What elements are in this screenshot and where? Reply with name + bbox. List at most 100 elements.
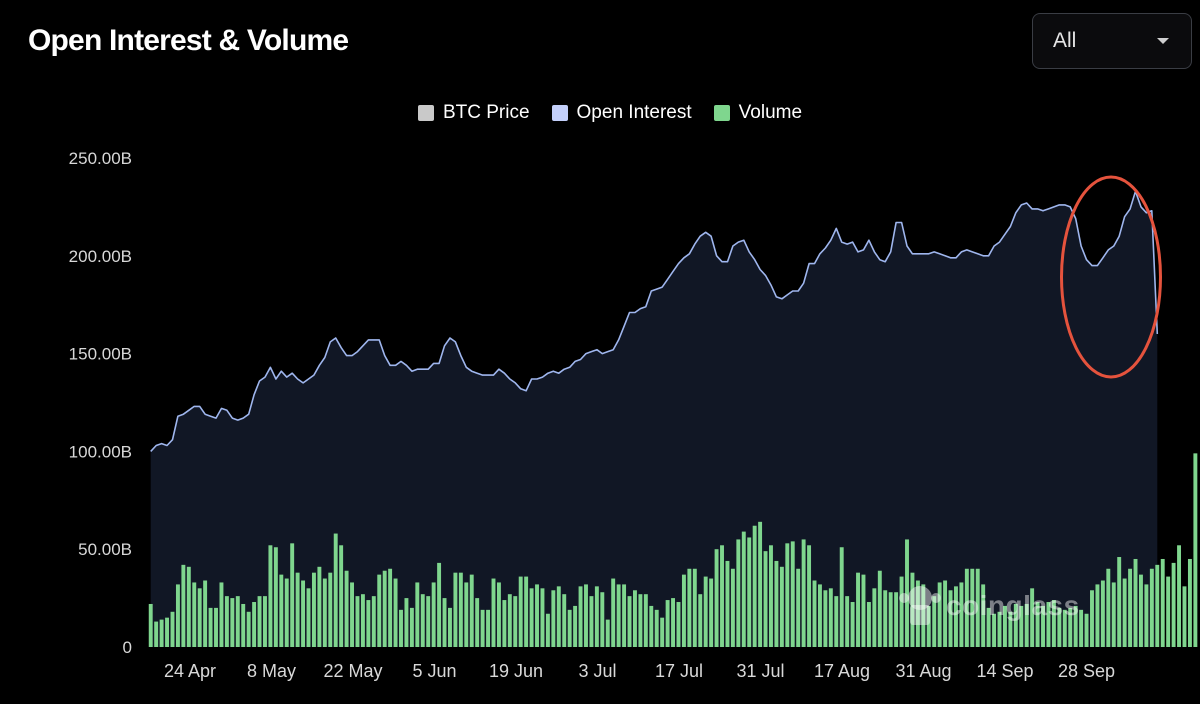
volume-bar[interactable]: [1166, 576, 1171, 647]
volume-bar[interactable]: [219, 582, 224, 647]
volume-bar[interactable]: [197, 588, 202, 647]
volume-bar[interactable]: [496, 582, 501, 647]
volume-bar[interactable]: [578, 586, 583, 647]
volume-bar[interactable]: [817, 584, 822, 647]
volume-bar[interactable]: [1068, 607, 1073, 647]
volume-bar[interactable]: [687, 568, 692, 647]
volume-bar[interactable]: [1133, 558, 1138, 647]
legend-item-open-interest[interactable]: Open Interest: [551, 102, 692, 124]
volume-bar[interactable]: [464, 582, 469, 647]
volume-bar[interactable]: [339, 545, 344, 647]
volume-bar[interactable]: [181, 564, 186, 647]
volume-bar[interactable]: [1073, 605, 1078, 647]
volume-bar[interactable]: [856, 572, 860, 647]
volume-bar[interactable]: [758, 521, 763, 647]
volume-bar[interactable]: [611, 578, 616, 647]
volume-bar[interactable]: [899, 576, 904, 647]
volume-bar[interactable]: [1144, 584, 1149, 647]
volume-bar[interactable]: [306, 588, 311, 647]
volume-bar[interactable]: [159, 619, 164, 647]
volume-bar[interactable]: [915, 580, 920, 648]
volume-bar[interactable]: [208, 607, 213, 647]
volume-bar[interactable]: [399, 609, 403, 647]
volume-bar[interactable]: [448, 607, 452, 647]
volume-bar[interactable]: [643, 594, 648, 647]
volume-bar[interactable]: [518, 576, 523, 647]
volume-bar[interactable]: [545, 613, 550, 647]
volume-bar[interactable]: [273, 547, 278, 647]
volume-bar[interactable]: [763, 551, 768, 647]
volume-bar[interactable]: [801, 539, 806, 647]
volume-bar[interactable]: [622, 584, 627, 647]
volume-bar[interactable]: [442, 598, 447, 647]
volume-bar[interactable]: [529, 588, 534, 647]
volume-bar[interactable]: [556, 586, 561, 647]
volume-bar[interactable]: [186, 566, 191, 647]
volume-bar[interactable]: [997, 611, 1002, 647]
volume-bar[interactable]: [926, 605, 931, 647]
volume-bar[interactable]: [257, 596, 262, 647]
volume-bar[interactable]: [252, 602, 257, 647]
volume-bar[interactable]: [175, 584, 180, 647]
volume-bar[interactable]: [388, 568, 393, 647]
volume-bar[interactable]: [420, 594, 425, 647]
volume-bar[interactable]: [948, 590, 953, 647]
volume-bar[interactable]: [1062, 609, 1067, 647]
volume-bar[interactable]: [377, 574, 382, 647]
volume-bar[interactable]: [203, 580, 208, 648]
volume-bar[interactable]: [779, 566, 784, 647]
volume-bar[interactable]: [1008, 611, 1013, 647]
volume-bar[interactable]: [1139, 574, 1143, 647]
volume-bar[interactable]: [774, 560, 779, 647]
volume-bar[interactable]: [371, 596, 376, 647]
volume-bar[interactable]: [1117, 557, 1122, 647]
volume-bar[interactable]: [1106, 568, 1111, 647]
volume-bar[interactable]: [660, 617, 665, 647]
volume-bar[interactable]: [937, 582, 942, 647]
volume-bar[interactable]: [676, 602, 681, 647]
volume-bar[interactable]: [828, 588, 833, 647]
volume-bar[interactable]: [246, 611, 251, 647]
volume-bar[interactable]: [491, 578, 496, 647]
volume-bar[interactable]: [409, 607, 414, 647]
volume-bar[interactable]: [404, 598, 409, 647]
volume-bar[interactable]: [845, 596, 850, 647]
volume-bar[interactable]: [1030, 588, 1035, 647]
volume-bar[interactable]: [1090, 590, 1094, 647]
volume-bar[interactable]: [605, 619, 610, 647]
range-select[interactable]: All: [1032, 13, 1192, 69]
volume-bar[interactable]: [502, 600, 507, 647]
volume-bar[interactable]: [671, 598, 675, 647]
volume-bar[interactable]: [877, 570, 882, 647]
volume-bar[interactable]: [1095, 584, 1100, 647]
volume-bar[interactable]: [328, 572, 333, 647]
volume-bar[interactable]: [562, 594, 567, 647]
volume-bar[interactable]: [703, 576, 708, 647]
volume-bar[interactable]: [872, 588, 877, 647]
volume-bar[interactable]: [437, 562, 442, 647]
volume-bar[interactable]: [268, 545, 273, 647]
volume-bar[interactable]: [317, 566, 322, 647]
volume-bar[interactable]: [725, 560, 730, 647]
volume-bar[interactable]: [1035, 602, 1040, 647]
volume-bar[interactable]: [964, 568, 969, 647]
volume-bar[interactable]: [736, 539, 741, 647]
volume-bar[interactable]: [1002, 605, 1007, 647]
volume-bar[interactable]: [959, 582, 964, 647]
volume-bar[interactable]: [355, 596, 360, 647]
volume-bar[interactable]: [747, 537, 752, 647]
volume-bar[interactable]: [1177, 545, 1181, 647]
volume-bar[interactable]: [616, 584, 621, 647]
volume-bar[interactable]: [932, 596, 937, 647]
volume-bar[interactable]: [812, 580, 817, 648]
volume-bar[interactable]: [1155, 564, 1160, 647]
volume-bar[interactable]: [366, 600, 371, 647]
volume-bar[interactable]: [981, 584, 986, 647]
volume-bar[interactable]: [1057, 607, 1062, 647]
volume-bar[interactable]: [301, 580, 306, 648]
volume-bar[interactable]: [970, 568, 975, 647]
volume-bar[interactable]: [284, 578, 289, 647]
volume-bar[interactable]: [1171, 562, 1176, 647]
volume-bar[interactable]: [360, 594, 365, 647]
